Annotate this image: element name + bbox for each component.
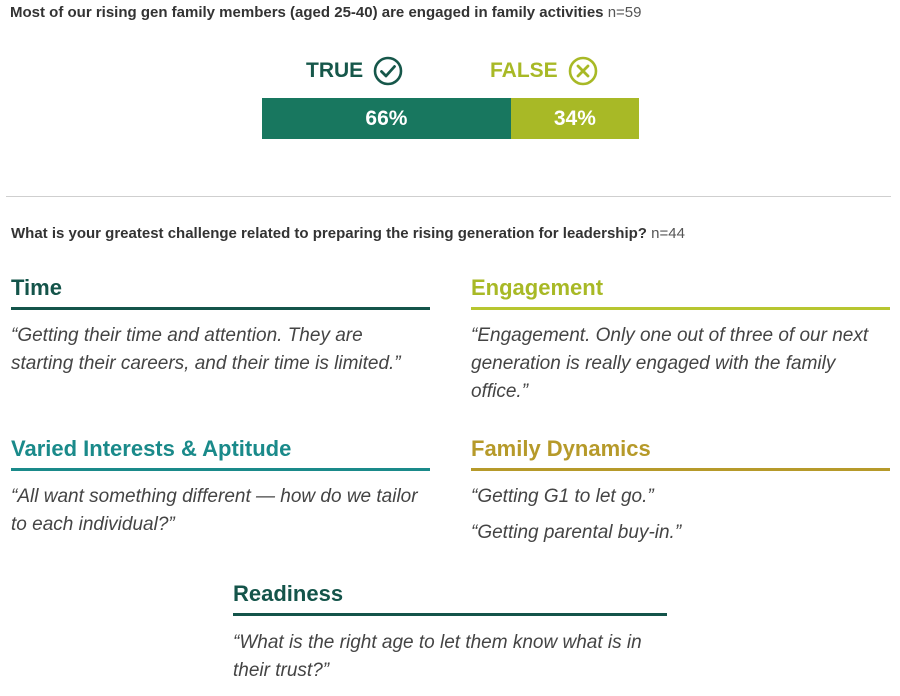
section-divider xyxy=(6,196,891,197)
true-percentage: 66% xyxy=(365,106,408,130)
quote-block-engagement: “Engagement. Only one out of three of ou… xyxy=(471,322,891,414)
category-heading-time: Time xyxy=(11,275,430,310)
quote: “Getting parental buy-in.” xyxy=(471,522,682,543)
quote: “What is the right age to let them know … xyxy=(233,632,642,681)
category-heading-family-dynamics: Family Dynamics xyxy=(471,436,890,471)
true-segment: 66% xyxy=(262,98,511,139)
category-heading-varied-interests: Varied Interests & Aptitude xyxy=(11,436,430,471)
category-heading-readiness: Readiness xyxy=(233,581,667,616)
x-circle-icon xyxy=(568,56,597,86)
quote-block-varied-interests: “All want something different — how do w… xyxy=(11,483,431,547)
false-percentage: 34% xyxy=(553,106,596,130)
quote: “Getting G1 to let go.” xyxy=(471,486,654,507)
check-circle-icon xyxy=(373,56,403,86)
question-text: Most of our rising gen family members (a… xyxy=(10,4,604,21)
true-label: TRUE xyxy=(306,56,403,86)
sample-size: n=59 xyxy=(607,4,642,21)
true-false-bar: 66% 34% xyxy=(262,98,639,139)
sample-size: n=44 xyxy=(651,225,685,242)
survey-question-1: Most of our rising gen family members (a… xyxy=(10,4,641,21)
quote: “All want something different — how do w… xyxy=(11,486,418,535)
quote-block-readiness: “What is the right age to let them know … xyxy=(233,629,673,693)
true-label-text: TRUE xyxy=(306,59,364,82)
category-heading-engagement: Engagement xyxy=(471,275,890,310)
quote: “Getting their time and attention. They … xyxy=(11,325,401,374)
quote: “Engagement. Only one out of three of ou… xyxy=(471,325,869,402)
quote-block-time: “Getting their time and attention. They … xyxy=(11,322,411,386)
quote-block-family-dynamics: “Getting G1 to let go.” “Getting parenta… xyxy=(471,483,891,555)
question-text: What is your greatest challenge related … xyxy=(11,225,647,242)
false-label: FALSE xyxy=(490,56,598,86)
survey-question-2: What is your greatest challenge related … xyxy=(11,225,685,242)
false-segment: 34% xyxy=(510,98,639,139)
false-label-text: FALSE xyxy=(490,59,558,82)
